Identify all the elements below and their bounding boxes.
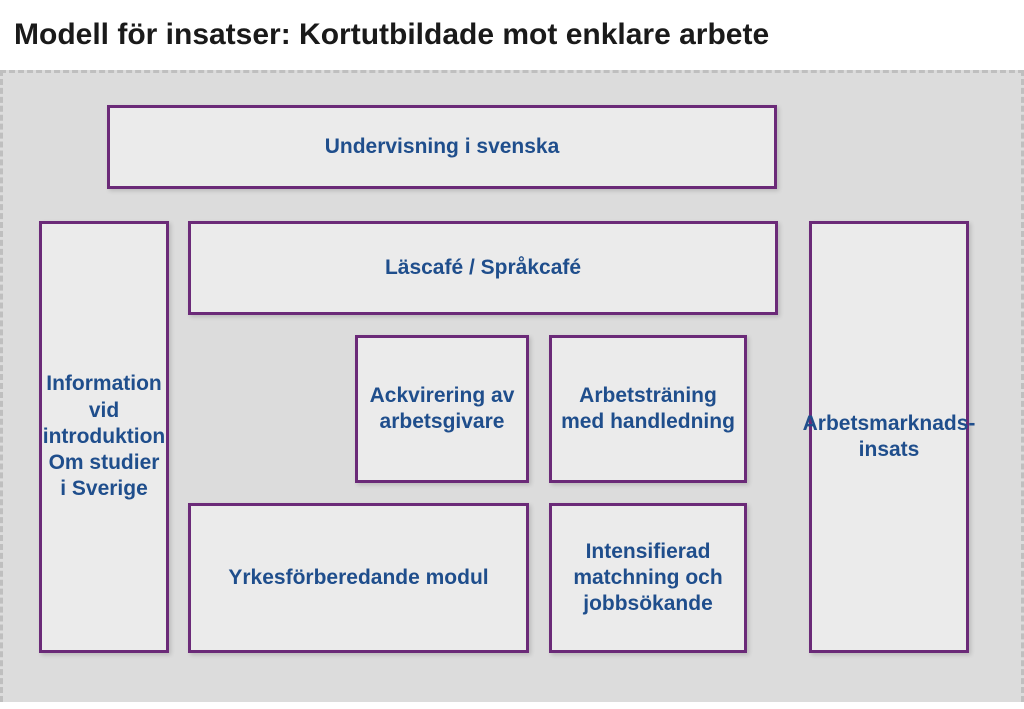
box-yrkes: Yrkesförberedande modul <box>188 503 529 653</box>
box-arbetsmarknad: Arbetsmarknads-insats <box>809 221 969 653</box>
title-bar: Modell för insatser: Kortutbildade mot e… <box>0 0 1024 70</box>
box-ackvirering: Ackvirering av arbetsgivare <box>355 335 529 483</box>
box-lascafe: Läscafé / Språkcafé <box>188 221 778 315</box>
diagram-frame: Undervisning i svenska Läscafé / Språkca… <box>0 70 1024 702</box>
box-arbetstraning: Arbetsträning med handledning <box>549 335 747 483</box>
page-title: Modell för insatser: Kortutbildade mot e… <box>14 18 1024 52</box>
box-matchning: Intensifierad matchning och jobbsökande <box>549 503 747 653</box>
box-svenska: Undervisning i svenska <box>107 105 777 189</box>
box-information: Information vid introduktion Om studier … <box>39 221 169 653</box>
